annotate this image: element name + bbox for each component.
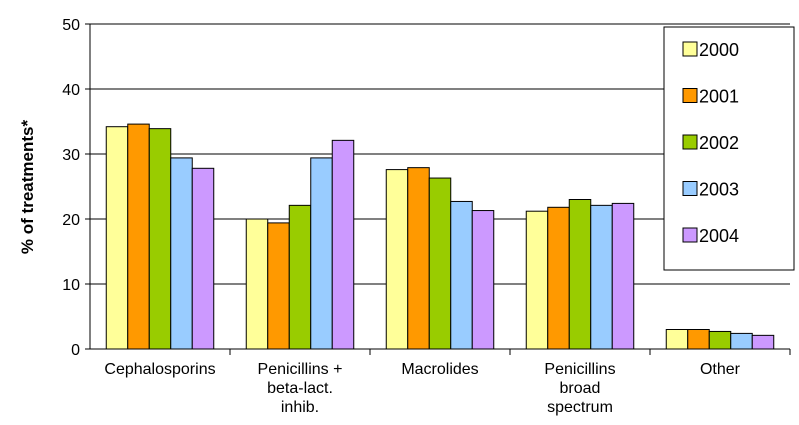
bar-2003 [730, 332, 753, 350]
category-labels: Cephalosporins Penicillins + beta-lact. inh… [104, 361, 740, 416]
category-label-line: Penicillins + [258, 361, 343, 378]
y-tick-label: 40 [62, 82, 80, 99]
bar-2004 [471, 210, 495, 350]
bar-2003 [310, 157, 333, 350]
category-label-line: inhib. [281, 399, 319, 416]
bar-2000 [245, 218, 269, 350]
bar-2002 [708, 330, 732, 350]
bar-2003 [450, 200, 473, 350]
bar-2001 [687, 329, 710, 350]
y-tick-labels: 0 10 20 30 40 50 [62, 17, 80, 359]
bar-2000 [665, 329, 689, 350]
bar-2004 [611, 202, 635, 350]
category-label-line: Other [700, 361, 741, 378]
y-tick-label: 50 [62, 17, 80, 34]
legend-label: 2000 [699, 40, 739, 60]
bar-2003 [170, 157, 193, 350]
bar-2003 [590, 204, 613, 350]
legend-swatch-2003 [682, 181, 698, 196]
legend-swatch-2000 [682, 41, 698, 57]
category-label: Other [700, 361, 741, 378]
y-tick-label: 30 [62, 147, 80, 164]
y-tick-label: 0 [71, 342, 80, 359]
y-tick-label: 10 [62, 277, 80, 294]
legend: 2000 2001 2002 2003 2004 [663, 26, 795, 271]
bar-2002 [568, 199, 592, 350]
legend-swatch-2002 [682, 134, 698, 150]
legend-label: 2002 [699, 133, 739, 153]
category-label-line: Macrolides [401, 361, 478, 378]
category-label-line: broad [560, 380, 601, 397]
bar-2001 [267, 222, 290, 350]
bar-2002 [148, 128, 172, 350]
category-label: Macrolides [401, 361, 478, 378]
bar-2001 [547, 206, 570, 350]
legend-label: 2004 [699, 226, 739, 246]
bar-2004 [751, 334, 775, 350]
y-axis-label: % of treatments* [18, 120, 37, 255]
legend-swatch-2001 [682, 88, 698, 103]
legend-label: 2003 [699, 180, 739, 200]
bar-2002 [288, 204, 312, 350]
bar-2001 [407, 167, 430, 350]
bar-2000 [385, 169, 409, 350]
bar-2004 [331, 139, 355, 350]
category-label-line: Cephalosporins [104, 361, 215, 378]
category-label-line: Penicillins [544, 361, 615, 378]
bar-2001 [127, 123, 150, 350]
y-tick-label: 20 [62, 212, 80, 229]
category-label: Cephalosporins [104, 361, 215, 378]
bar-2004 [191, 167, 215, 350]
bar-2000 [105, 126, 129, 350]
category-label: Penicillins broad spectrum [544, 361, 615, 416]
category-label-line: spectrum [547, 399, 613, 416]
category-label: Penicillins + beta-lact. inhib. [258, 361, 343, 416]
category-label-line: beta-lact. [267, 380, 333, 397]
axes [85, 23, 791, 355]
bar-2000 [525, 210, 549, 350]
bar-2002 [428, 177, 452, 350]
legend-swatch-2004 [682, 227, 698, 243]
legend-label: 2001 [699, 87, 739, 107]
